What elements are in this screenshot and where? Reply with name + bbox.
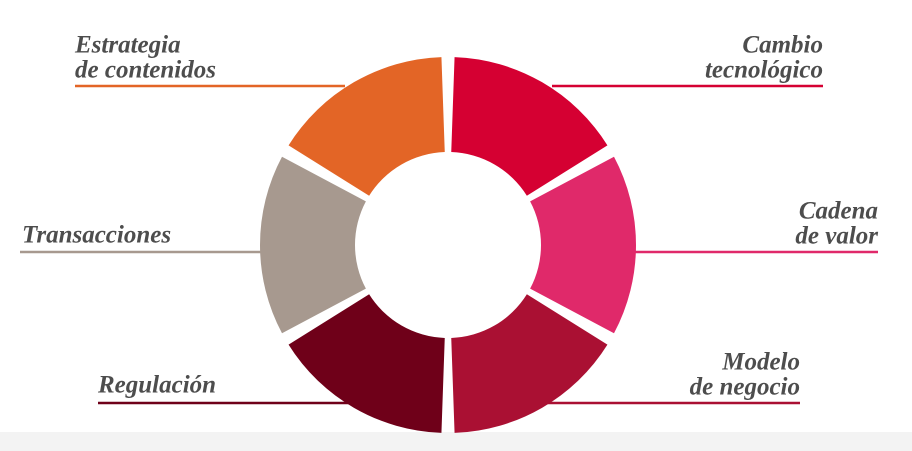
- ring-segment: [451, 57, 608, 196]
- segment-label: de contenidos: [75, 57, 216, 84]
- segment-label: Estrategia: [74, 32, 181, 59]
- segment-label: de negocio: [690, 374, 800, 401]
- segment-label: Cadena: [799, 198, 878, 225]
- ring-segment: [530, 156, 636, 334]
- ring-segment: [451, 294, 608, 433]
- segment-label: tecnológico: [705, 57, 823, 84]
- segment-label: Modelo: [721, 349, 800, 376]
- ring-segment: [288, 294, 445, 433]
- segment-label: Cambio: [742, 32, 823, 59]
- ring-segment: [260, 156, 366, 334]
- segment-label: Regulación: [97, 372, 216, 399]
- bottom-band: [0, 432, 912, 451]
- segment-label: de valor: [795, 223, 878, 250]
- ring-segment: [288, 57, 445, 196]
- segment-label: Transacciones: [22, 222, 171, 249]
